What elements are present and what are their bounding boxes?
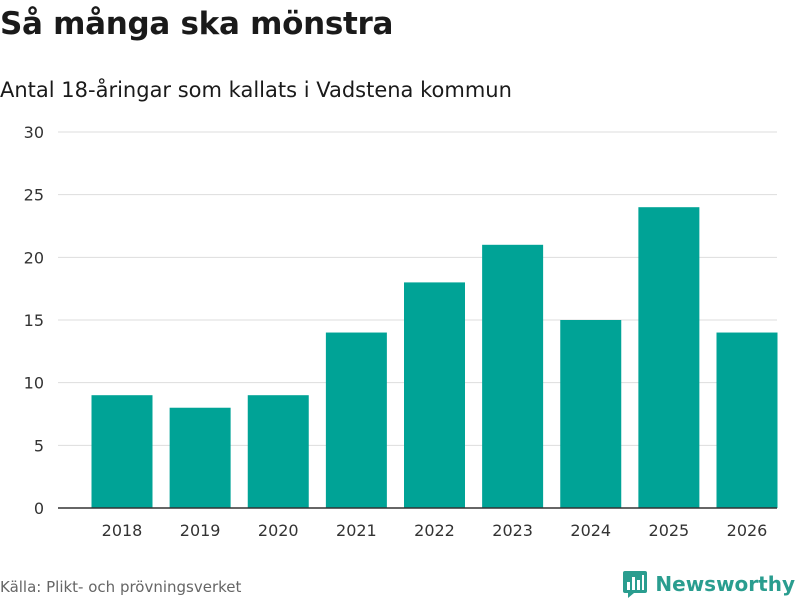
x-tick-label: 2019 xyxy=(180,521,221,540)
x-tick-label: 2025 xyxy=(649,521,690,540)
bar-chart-logo-icon xyxy=(623,571,648,598)
y-tick-label: 30 xyxy=(24,123,44,142)
brand-logo: Newsworthy xyxy=(622,570,795,598)
x-tick-label: 2026 xyxy=(727,521,768,540)
chart-title: Så många ska mönstra xyxy=(0,6,394,42)
x-tick-label: 2023 xyxy=(492,521,533,540)
x-tick-label: 2020 xyxy=(258,521,299,540)
bar-2024 xyxy=(560,320,622,508)
source-note: Källa: Plikt- och prövningsverket xyxy=(0,578,242,596)
bar-2018 xyxy=(91,395,153,508)
bars xyxy=(91,207,778,509)
bar-2022 xyxy=(404,282,465,508)
y-tick-label: 0 xyxy=(34,499,44,518)
y-tick-label: 25 xyxy=(24,186,44,205)
bar-2025 xyxy=(638,207,700,508)
y-tick-label: 5 xyxy=(34,436,44,455)
x-tick-label: 2024 xyxy=(570,521,611,540)
bar-2019 xyxy=(169,407,231,508)
brand-name: Newsworthy xyxy=(655,572,795,596)
y-tick-label: 15 xyxy=(24,311,44,330)
bar-2021 xyxy=(325,332,387,508)
bar-2023 xyxy=(482,244,544,509)
y-tick-label: 10 xyxy=(24,374,44,393)
x-tick-label: 2022 xyxy=(414,521,455,540)
bar-2020 xyxy=(247,395,309,508)
x-tick-label: 2018 xyxy=(102,521,143,540)
bar-2026 xyxy=(716,332,778,508)
chart-subtitle: Antal 18-åringar som kallats i Vadstena … xyxy=(0,78,512,102)
x-tick-label: 2021 xyxy=(336,521,377,540)
y-tick-label: 20 xyxy=(24,248,44,267)
